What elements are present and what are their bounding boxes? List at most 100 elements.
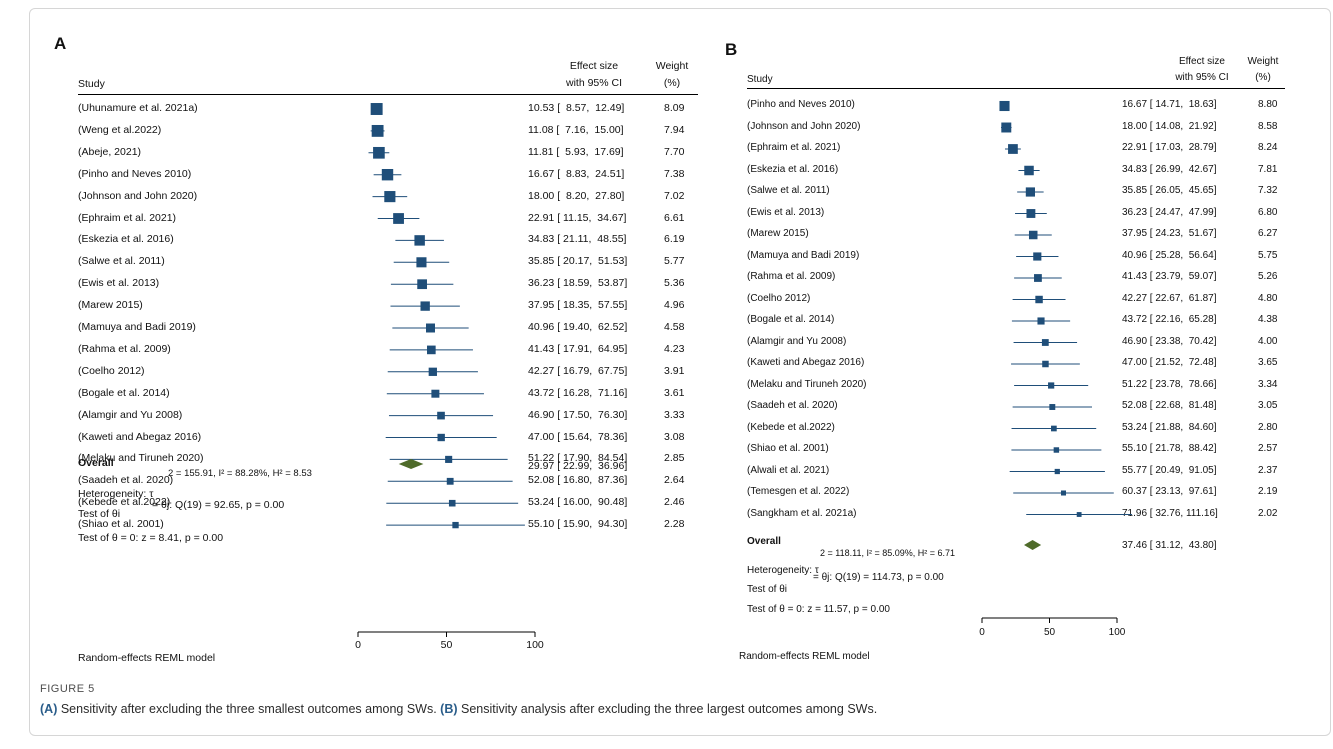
effect-marker (437, 411, 445, 420)
effect-marker (1051, 425, 1057, 432)
weight-value: 8.58 (1258, 120, 1278, 132)
study-label: (Abeje, 2021) (78, 145, 142, 158)
weight-value: 4.80 (1258, 292, 1278, 304)
test-theta-zero: Test of θ = 0: z = 8.41, p = 0.00 (78, 532, 224, 544)
caption-tag-b: (B) (440, 702, 458, 716)
effect-size-ci: 10.53 [ 8.57, 12.49] (528, 102, 625, 114)
effect-size-ci: 60.37 [ 23.13, 97.61] (1122, 486, 1217, 497)
weight-value: 6.61 (664, 211, 685, 224)
effect-marker (1053, 447, 1060, 453)
model-label: Random-effects REML model (739, 651, 870, 662)
weight-value: 2.28 (664, 518, 685, 531)
effect-marker (381, 168, 394, 181)
weight-value: 2.85 (664, 452, 685, 465)
weight-value: 6.80 (1258, 206, 1278, 218)
weight-header-line1: Weight (1247, 56, 1279, 67)
effect-size-ci: 51.22 [ 23.78, 78.66] (1122, 378, 1217, 390)
weight-value: 7.32 (1258, 185, 1278, 196)
study-label: (Pinho and Neves 2010) (747, 99, 855, 110)
study-label: (Kaweti and Abegaz 2016) (747, 357, 865, 368)
header-rule (78, 94, 698, 95)
weight-value: 7.70 (664, 145, 685, 158)
effect-marker (370, 103, 383, 115)
study-label: (Melaku and Tiruneh 2020) (78, 452, 204, 465)
effect-marker (1033, 252, 1042, 261)
heterogeneity-label: Heterogeneity: τ (78, 488, 154, 500)
weight-value: 3.33 (664, 408, 685, 421)
effect-header-line2: with 95% CI (565, 77, 623, 89)
weight-value: 3.05 (1258, 400, 1278, 411)
study-label: (Coelho 2012) (747, 292, 811, 304)
study-label: (Salwe et al. 2011) (747, 185, 830, 196)
effect-size-ci: 42.27 [ 22.67, 61.87] (1122, 292, 1217, 304)
weight-value: 5.26 (1258, 271, 1278, 282)
effect-marker (448, 499, 456, 507)
effect-marker (1049, 404, 1056, 410)
weight-value: 7.94 (664, 123, 685, 136)
weight-value: 2.19 (1258, 486, 1278, 497)
weight-value: 2.46 (664, 496, 685, 509)
weight-header-line2: (%) (663, 77, 681, 89)
study-label: (Ephraim et al. 2021) (747, 142, 841, 153)
caption-tag-a: (A) (40, 702, 58, 716)
effect-marker (384, 191, 396, 203)
weight-value: 5.77 (664, 255, 685, 268)
figure-caption: (A) Sensitivity after excluding the thre… (40, 702, 877, 716)
effect-marker (445, 455, 453, 463)
effect-size-ci: 18.00 [ 14.08, 21.92] (1122, 120, 1217, 132)
effect-size-ci: 43.72 [ 16.28, 71.16] (528, 386, 628, 399)
overall-diamond (398, 459, 424, 469)
effect-size-ci: 52.08 [ 16.80, 87.36] (528, 474, 628, 487)
weight-value: 3.61 (664, 386, 685, 399)
weight-value: 8.09 (664, 102, 685, 114)
weight-value: 7.81 (1258, 163, 1278, 175)
effect-marker (414, 235, 425, 246)
effect-marker (417, 279, 427, 290)
overall-diamond (1024, 540, 1042, 550)
weight-value: 4.23 (664, 342, 685, 355)
effect-marker (427, 345, 436, 355)
effect-size-ci: 41.43 [ 23.79, 59.07] (1122, 271, 1217, 282)
study-label: (Johnson and John 2020) (78, 189, 198, 202)
study-label: (Shiao et al. 2001) (78, 518, 164, 531)
study-header: Study (78, 78, 105, 90)
weight-value: 3.91 (664, 364, 685, 377)
weight-value: 5.75 (1258, 249, 1278, 261)
study-label: (Rahma et al. 2009) (747, 271, 836, 282)
effect-marker (431, 389, 440, 398)
x-tick-label: 100 (526, 639, 544, 651)
panel-letter: B (725, 40, 738, 59)
effect-marker (426, 323, 435, 333)
study-label: (Shiao et al. 2001) (747, 443, 829, 454)
effect-size-ci: 11.08 [ 7.16, 15.00] (528, 123, 624, 136)
study-label: (Rahma et al. 2009) (78, 342, 171, 355)
weight-value: 7.38 (664, 167, 685, 180)
effect-marker (446, 477, 454, 485)
effect-marker (1025, 187, 1035, 197)
study-label: (Marew 2015) (78, 299, 143, 312)
tau-stat: 2 = 155.91, I² = 88.28%, H² = 8.53 (168, 468, 312, 479)
effect-header-line1: Effect size (1179, 56, 1225, 67)
x-tick-label: 50 (441, 639, 453, 651)
weight-value: 4.96 (664, 299, 685, 312)
overall-ci: 37.46 [ 31.12, 43.80] (1122, 540, 1217, 551)
effect-size-ci: 34.83 [ 26.99, 42.67] (1122, 163, 1217, 175)
effect-size-ci: 40.96 [ 19.40, 62.52] (528, 321, 628, 333)
effect-marker (1034, 274, 1042, 282)
effect-size-ci: 52.08 [ 22.68, 81.48] (1122, 400, 1217, 411)
test-theta-i: Test of θi (78, 508, 121, 520)
effect-header-line1: Effect size (569, 60, 619, 72)
effect-marker (420, 301, 430, 311)
study-label: (Coelho 2012) (78, 364, 145, 377)
weight-value: 6.27 (1258, 228, 1278, 239)
x-tick-label: 100 (1109, 627, 1126, 638)
weight-value: 3.34 (1258, 378, 1278, 390)
overall-label: Overall (78, 457, 114, 469)
weight-value: 8.80 (1258, 99, 1278, 110)
effect-size-ci: 71.96 [ 32.76, 111.16] (1122, 507, 1218, 519)
effect-marker (437, 433, 445, 442)
x-tick-label: 0 (355, 639, 361, 651)
effect-size-ci: 47.00 [ 21.52, 72.48] (1122, 357, 1217, 368)
effect-size-ci: 47.00 [ 15.64, 78.36] (528, 430, 628, 443)
study-label: (Melaku and Tiruneh 2020) (747, 378, 867, 390)
